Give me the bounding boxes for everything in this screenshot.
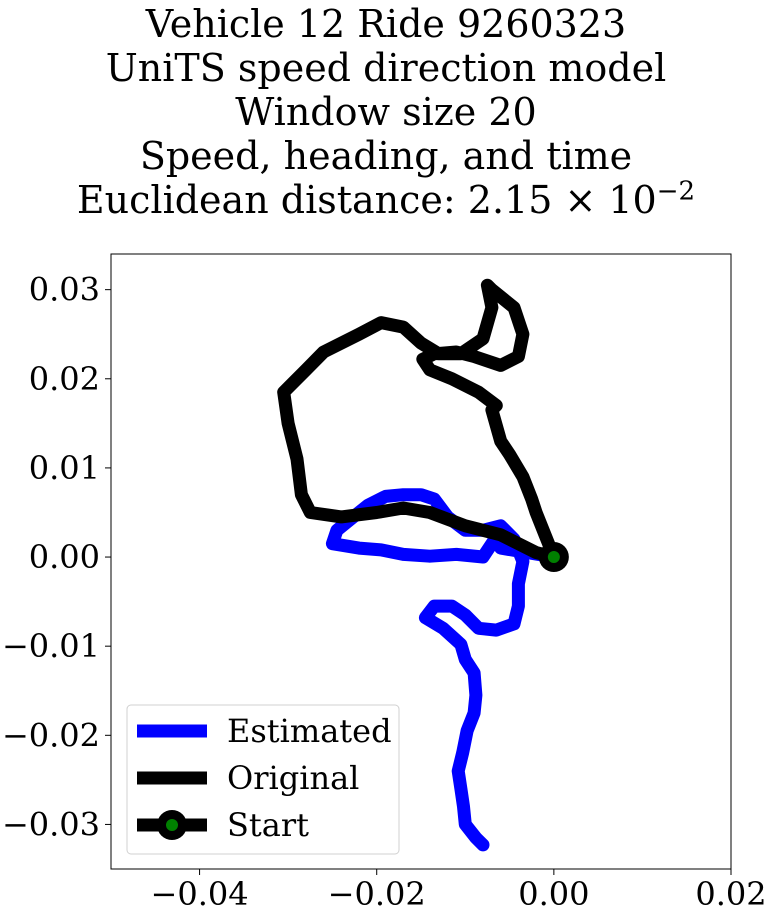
y-tick-label: 0.00: [29, 538, 100, 576]
legend-label-original: Original: [227, 759, 359, 797]
legend-label-estimated: Estimated: [227, 712, 392, 750]
title-distance-exponent: −2: [656, 176, 696, 207]
title-line-4: Speed, heading, and time: [139, 134, 633, 178]
y-tick-label: −0.01: [2, 627, 100, 665]
legend: Estimated Original Start: [126, 704, 400, 855]
x-tick-label: 0.02: [695, 875, 766, 913]
title-line-3: Window size 20: [235, 90, 537, 134]
y-tick-label: 0.03: [29, 271, 100, 309]
ticks-layer: −0.04 −0.02 0.00 0.02 0.03 0.02 0.01 0.00 −0.01 −…: [2, 271, 767, 913]
y-tick-label: 0.01: [29, 449, 100, 487]
legend-box: [126, 704, 400, 855]
series-line-estimated: [325, 488, 561, 852]
start-marker-center: [547, 551, 560, 564]
y-tick-label: −0.02: [2, 716, 100, 754]
x-tick-label: −0.04: [151, 875, 249, 913]
title-line-1: Vehicle 12 Ride 9260323: [145, 2, 627, 46]
title-line-2: UniTS speed direction model: [105, 46, 667, 90]
plot-frame: [110, 253, 732, 870]
legend-label-start: Start: [227, 806, 309, 844]
chart-title: Vehicle 12 Ride 9260323 UniTS speed dire…: [0, 2, 772, 222]
series-line-original: [277, 278, 561, 564]
title-distance-text: Euclidean distance: 2.15 × 10: [76, 178, 657, 222]
x-tick-label: 0.00: [518, 875, 589, 913]
title-line-5: Euclidean distance: 2.15 × 10−2: [0, 178, 772, 222]
x-tick-label: −0.02: [328, 875, 426, 913]
y-tick-label: 0.02: [29, 360, 100, 398]
series-layer: [277, 278, 569, 852]
legend-start-marker-center: [166, 819, 178, 831]
y-tick-label: −0.03: [2, 805, 100, 843]
